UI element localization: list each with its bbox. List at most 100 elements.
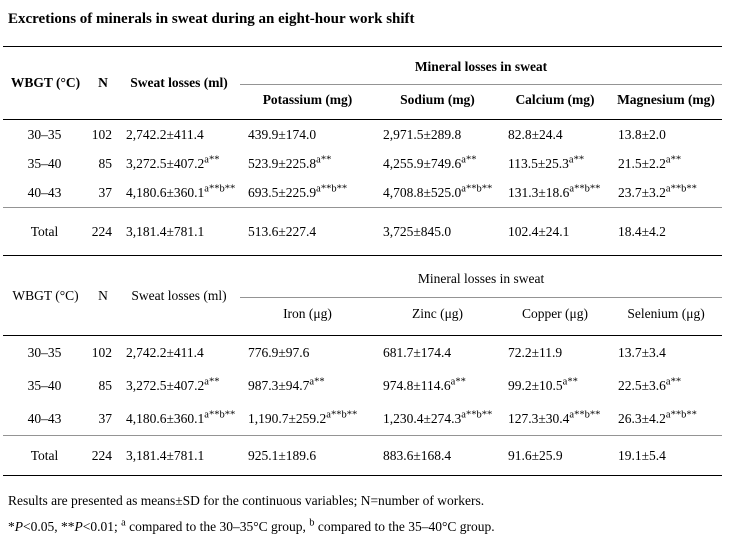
table-cell: 30–35 [3,336,88,370]
significance-superscript: a**b** [461,183,493,195]
table-cell: 102 [88,336,118,370]
total-row-ug: Total 224 3,181.4±781.1 925.1±189.6 883.6±16… [3,436,722,476]
column-header-potassium: Potassium (mg) [262,92,353,107]
significance-superscript: a**b** [204,183,236,195]
cell-value: Total [30,224,59,239]
table-cell: 2,971.5±289.8 [375,120,500,150]
table-row: 35–40 85 3,272.5±407.2a** 523.9±225.8a** 4,2… [3,149,722,178]
column-header-copper: Copper (μg) [521,306,589,321]
table-cell: 2,742.2±411.4 [118,120,240,150]
total-row: Total 224 3,181.4±781.1 925.1±189.6 883.6±16… [3,436,722,476]
table-cell: 35–40 [3,149,88,178]
cell-value: 40–43 [27,411,62,426]
table-cell: 21.5±2.2a** [610,149,722,178]
table-cell: 40–43 [3,402,88,436]
table-cell: 102 [88,120,118,150]
significance-superscript: a**b** [204,409,236,421]
table-cell: Total [3,436,88,476]
group-header-mineral-losses: Mineral losses in sweat [240,256,723,298]
cell-value: 439.9±174.0 [248,127,317,142]
cell-value: 23.7±3.2 [618,185,666,200]
column-header-sodium: Sodium (mg) [400,92,475,107]
table-row: 30–35 102 2,742.2±411.4 439.9±174.0 2,971.5±… [3,120,722,150]
cell-value: 2,971.5±289.8 [383,127,462,142]
table-cell: 523.9±225.8a** [240,149,375,178]
column-header-sweat-losses: Sweat losses (ml) [131,287,227,303]
table-cell: 1,190.7±259.2a**b** [240,402,375,436]
table-cell: 127.3±30.4a**b** [500,402,610,436]
total-row-mg: Total 224 3,181.4±781.1 513.6±227.4 3,725±84… [3,208,722,256]
table-row: 40–43 37 4,180.6±360.1a**b** 1,190.7±259.2a… [3,402,722,436]
table-cell: 439.9±174.0 [240,120,375,150]
cell-value: 85 [98,156,113,171]
cell-value: 2,742.2±411.4 [126,345,204,360]
table-cell: 26.3±4.2a**b** [610,402,722,436]
table-cell: 4,255.9±749.6a** [375,149,500,178]
table-cell: 883.6±168.4 [375,436,500,476]
column-header-n: N [98,75,108,90]
cell-value: 22.5±3.6 [618,378,666,393]
cell-value: 40–43 [27,185,62,200]
cell-value: 35–40 [27,156,62,171]
cell-value: 37 [98,411,113,426]
footnote-text-part: <0.01; [82,519,122,534]
cell-value: 987.3±94.7 [248,378,310,393]
cell-value: 37 [98,185,113,200]
cell-value: 523.9±225.8 [248,156,317,171]
cell-value: 2,742.2±411.4 [126,127,204,142]
footnote-text-part: compared to the 30–35°C group, [125,519,310,534]
table-cell: 681.7±174.4 [375,336,500,370]
table-cell: 37 [88,178,118,208]
table-cell: 91.6±25.9 [500,436,610,476]
significance-superscript: a**b** [326,409,358,421]
total-row: Total 224 3,181.4±781.1 513.6±227.4 3,725±84… [3,208,722,256]
cell-value: 3,272.5±407.2 [126,378,205,393]
cell-value: 35–40 [27,378,62,393]
footnote-text-part: a [121,517,126,529]
cell-value: 30–35 [27,345,62,360]
footnote-text-part: P [74,519,83,534]
cell-value: 883.6±168.4 [383,448,452,463]
table-cell: 18.4±4.2 [610,208,722,256]
cell-value: 18.4±4.2 [618,224,666,239]
table-cell: 224 [88,436,118,476]
significance-superscript: a** [568,154,585,166]
table-cell: 1,230.4±274.3a**b** [375,402,500,436]
table-cell: 13.8±2.0 [610,120,722,150]
footnotes: Results are presented as means±SD for th… [8,490,722,537]
cell-value: 4,708.8±525.0 [383,185,462,200]
table-cell: 82.8±24.4 [500,120,610,150]
significance-superscript: a** [562,376,578,388]
footnote-text-part: compared to the 35–40°C group. [314,519,495,534]
significance-superscript: a** [461,154,477,166]
significance-superscript: a** [204,376,220,388]
column-header-magnesium: Magnesium (mg) [617,92,715,107]
paper-table-figure: Excretions of minerals in sweat during a… [3,11,723,537]
significance-superscript: a** [316,154,332,166]
data-rows-mg: 30–35 102 2,742.2±411.4 439.9±174.0 2,971.5±… [3,120,722,208]
table-cell: 131.3±18.6a**b** [500,178,610,208]
column-header-selenium: Selenium (μg) [627,306,705,321]
cell-value: 13.7±3.4 [618,345,666,360]
table-cell: 3,181.4±781.1 [118,208,240,256]
table-cell: 23.7±3.2a**b** [610,178,722,208]
cell-value: 21.5±2.2 [618,156,666,171]
cell-value: 72.2±11.9 [508,345,563,360]
table-cell: 13.7±3.4 [610,336,722,370]
table-title: Excretions of minerals in sweat during a… [8,11,415,27]
table-row: 30–35 102 2,742.2±411.4 776.9±97.6 681.7±174… [3,336,722,370]
table-cell: 113.5±25.3a** [500,149,610,178]
column-header-iron: Iron (μg) [283,306,332,321]
cell-value: 925.1±189.6 [248,448,317,463]
cell-value: 1,230.4±274.3 [383,411,462,426]
cell-value: 131.3±18.6 [508,185,570,200]
table-cell: 99.2±10.5a** [500,369,610,402]
significance-superscript: a** [204,154,220,166]
table-cell: 224 [88,208,118,256]
cell-value: 224 [91,224,112,239]
cell-value: 91.6±25.9 [508,448,563,463]
table-cell: 3,272.5±407.2a** [118,369,240,402]
cell-value: 113.5±25.3 [508,156,569,171]
cell-value: 776.9±97.6 [248,345,310,360]
table-row: 35–40 85 3,272.5±407.2a** 987.3±94.7a** 974.… [3,369,722,402]
